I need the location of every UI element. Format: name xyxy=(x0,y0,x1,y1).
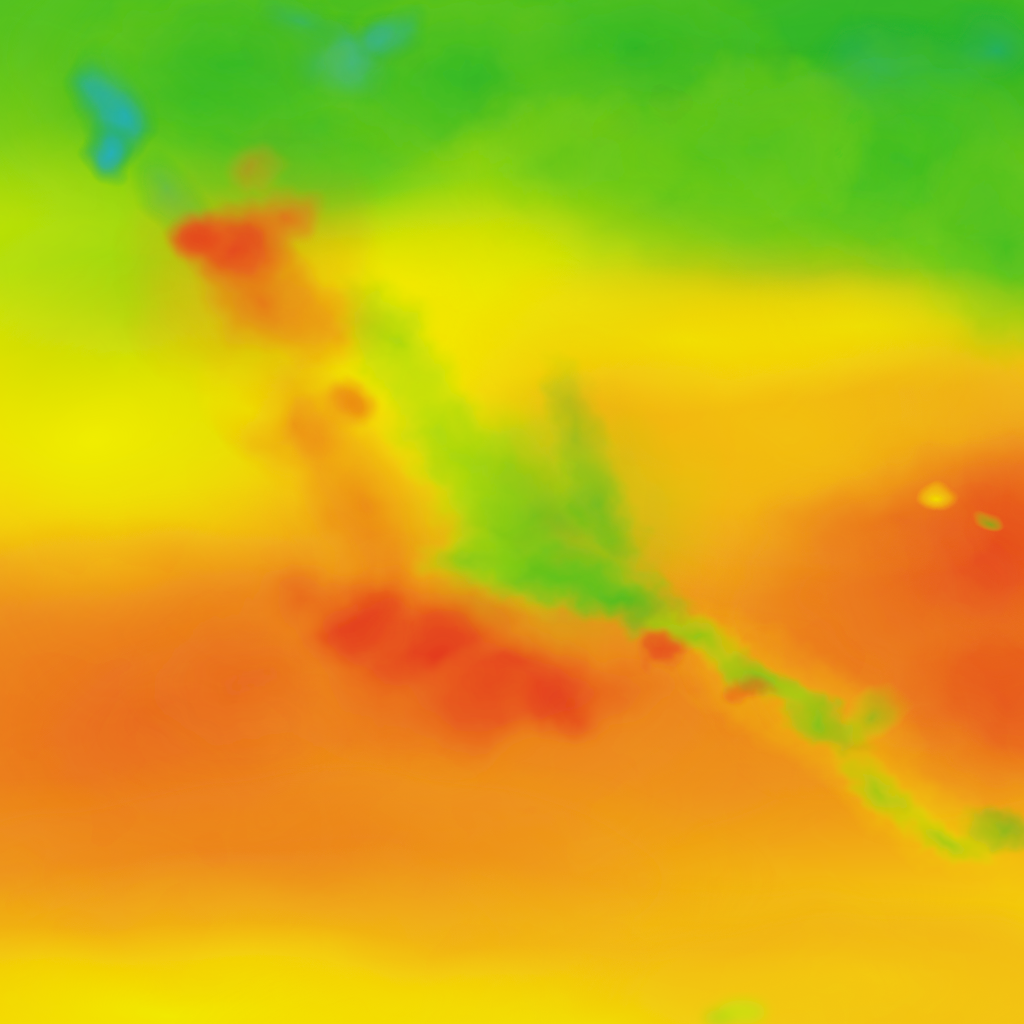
temperature-map-canvas xyxy=(0,0,1024,1024)
contour-banding-overlay xyxy=(0,0,1024,1024)
